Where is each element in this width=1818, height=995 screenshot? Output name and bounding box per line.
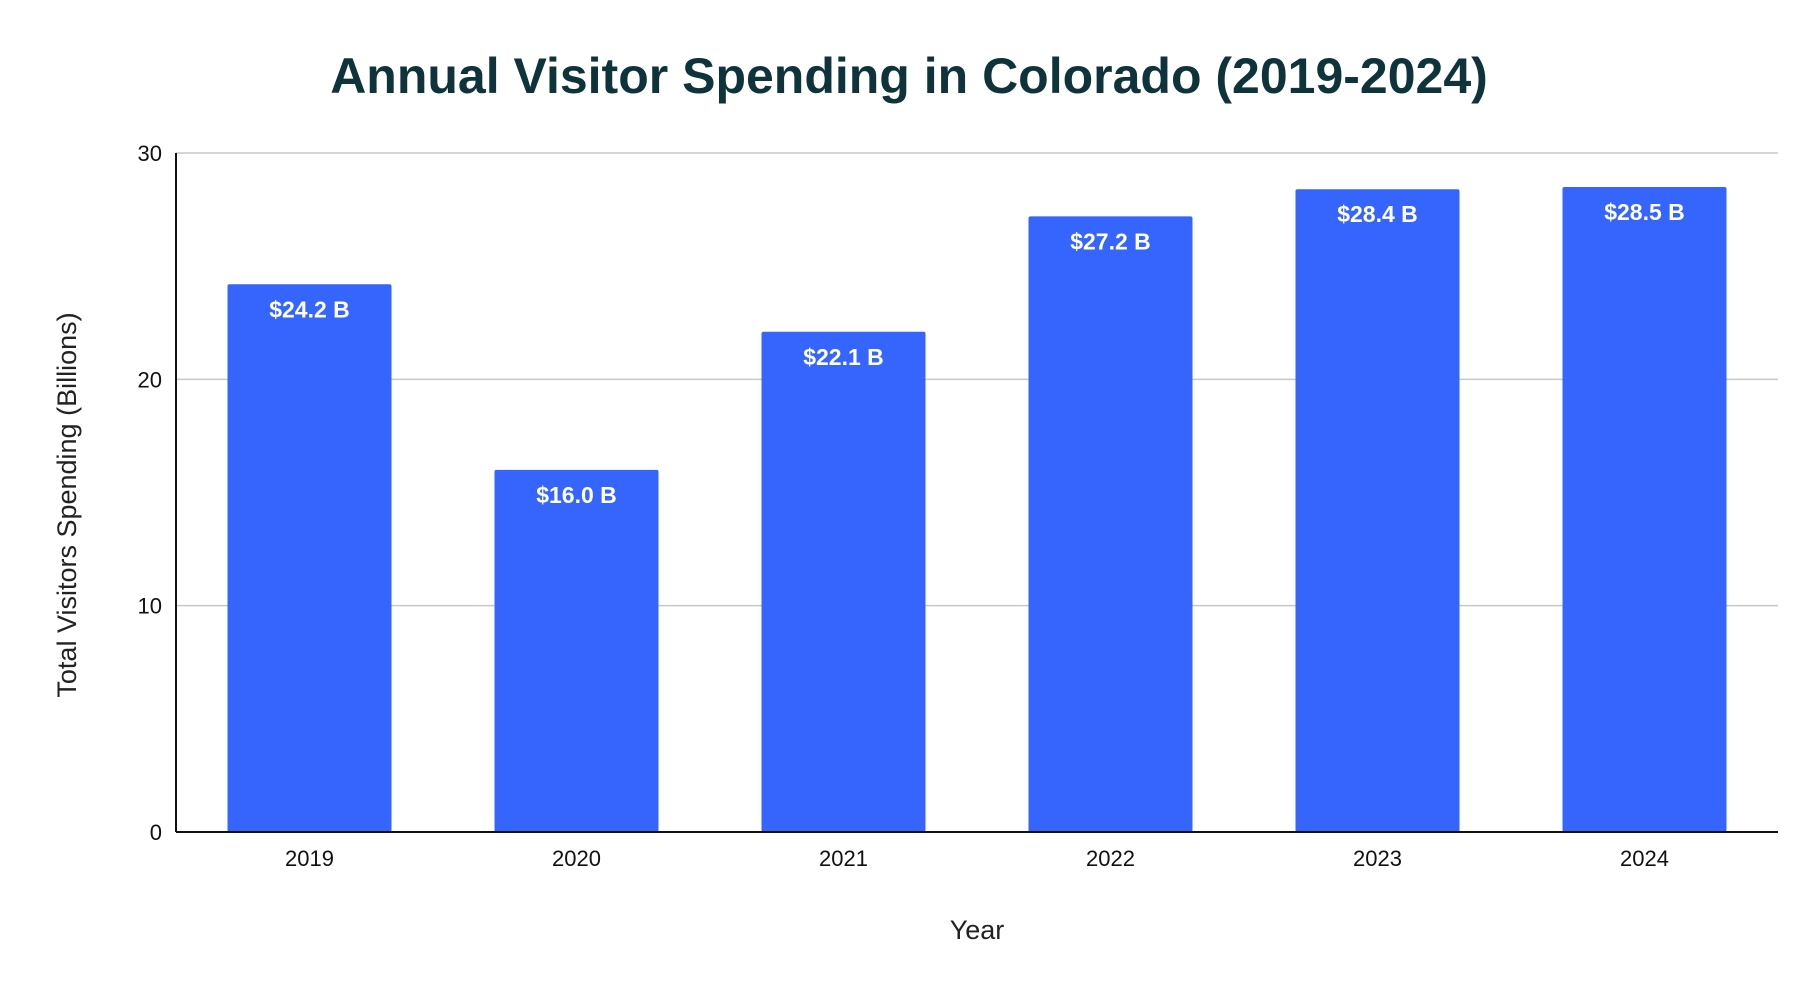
chart-title: Annual Visitor Spending in Colorado (201… <box>330 48 1488 104</box>
bar-2021 <box>761 331 926 832</box>
y-tick-label: 20 <box>138 367 162 392</box>
data-label-2019: $24.2 B <box>269 296 350 322</box>
y-tick-label: 30 <box>138 141 162 166</box>
data-label-2021: $22.1 B <box>803 344 884 370</box>
axes <box>175 153 1778 833</box>
x-axis-label: Year <box>950 915 1005 945</box>
bar-2022 <box>1028 216 1193 832</box>
y-axis-label: Total Visitors Spending (Billions) <box>52 312 82 697</box>
y-tick-label: 0 <box>150 820 162 845</box>
y-tick-labels: 0 10 20 30 <box>138 141 162 845</box>
bar-2020 <box>494 469 659 832</box>
x-tick-labels: 2019 2020 2021 2022 2023 2024 <box>285 846 1669 871</box>
data-label-2020: $16.0 B <box>536 482 617 508</box>
y-tick-label: 10 <box>138 594 162 619</box>
bar-2024 <box>1562 186 1727 832</box>
data-labels: $24.2 B $16.0 B $22.1 B $27.2 B $28.4 B $28.5… <box>269 199 1685 508</box>
bar-2023 <box>1295 189 1460 833</box>
data-label-2022: $27.2 B <box>1070 228 1151 254</box>
bar-2019 <box>227 284 392 833</box>
data-label-2023: $28.4 B <box>1337 201 1418 227</box>
bars <box>227 186 1727 833</box>
x-tick-label-2021: 2021 <box>819 846 868 871</box>
data-label-2024: $28.5 B <box>1604 199 1685 225</box>
x-tick-label-2019: 2019 <box>285 846 334 871</box>
x-tick-label-2023: 2023 <box>1353 846 1402 871</box>
x-tick-label-2022: 2022 <box>1086 846 1135 871</box>
gridlines <box>176 152 1778 607</box>
x-tick-label-2020: 2020 <box>552 846 601 871</box>
x-tick-label-2024: 2024 <box>1620 846 1669 871</box>
